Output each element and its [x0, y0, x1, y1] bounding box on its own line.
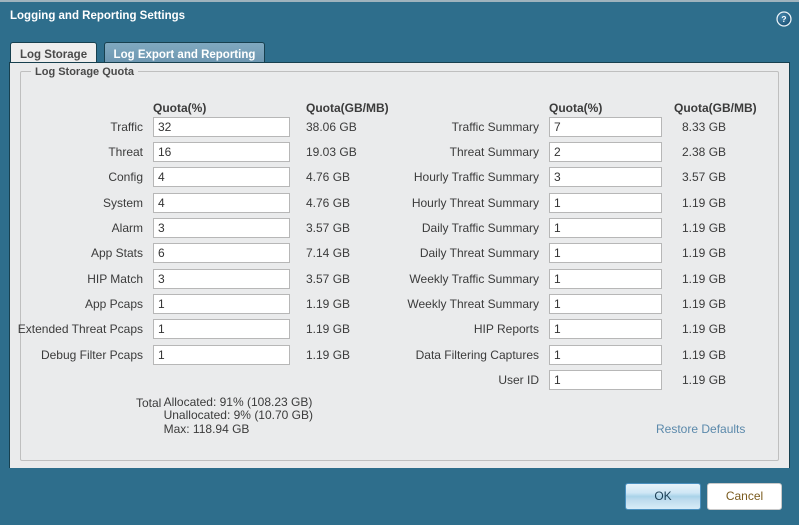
svg-text:?: ?: [781, 14, 786, 24]
